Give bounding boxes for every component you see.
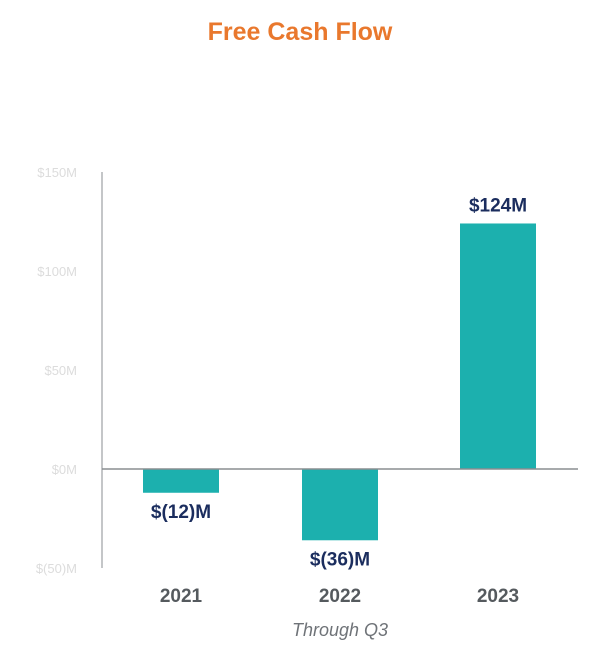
category-label-2022: 2022 <box>319 586 361 607</box>
y-tick-label: $50M <box>44 363 77 378</box>
data-label-2021: $(12)M <box>151 502 211 523</box>
category-label-2023: 2023 <box>477 586 519 607</box>
y-tick-label: $(50)M <box>36 561 77 576</box>
bar-2022 <box>302 469 378 541</box>
chart-title: Free Cash Flow <box>207 18 393 46</box>
category-label-2021: 2021 <box>160 586 203 607</box>
footnote-through-q3: Through Q3 <box>292 620 388 640</box>
data-label-2023: $124M <box>469 195 527 216</box>
y-tick-label: $150M <box>37 165 77 180</box>
bar-2023 <box>460 223 536 469</box>
y-tick-label: $0M <box>52 462 77 477</box>
bar-2021 <box>143 469 219 493</box>
y-tick-label: $100M <box>37 264 77 279</box>
data-label-2022: $(36)M <box>310 549 370 570</box>
